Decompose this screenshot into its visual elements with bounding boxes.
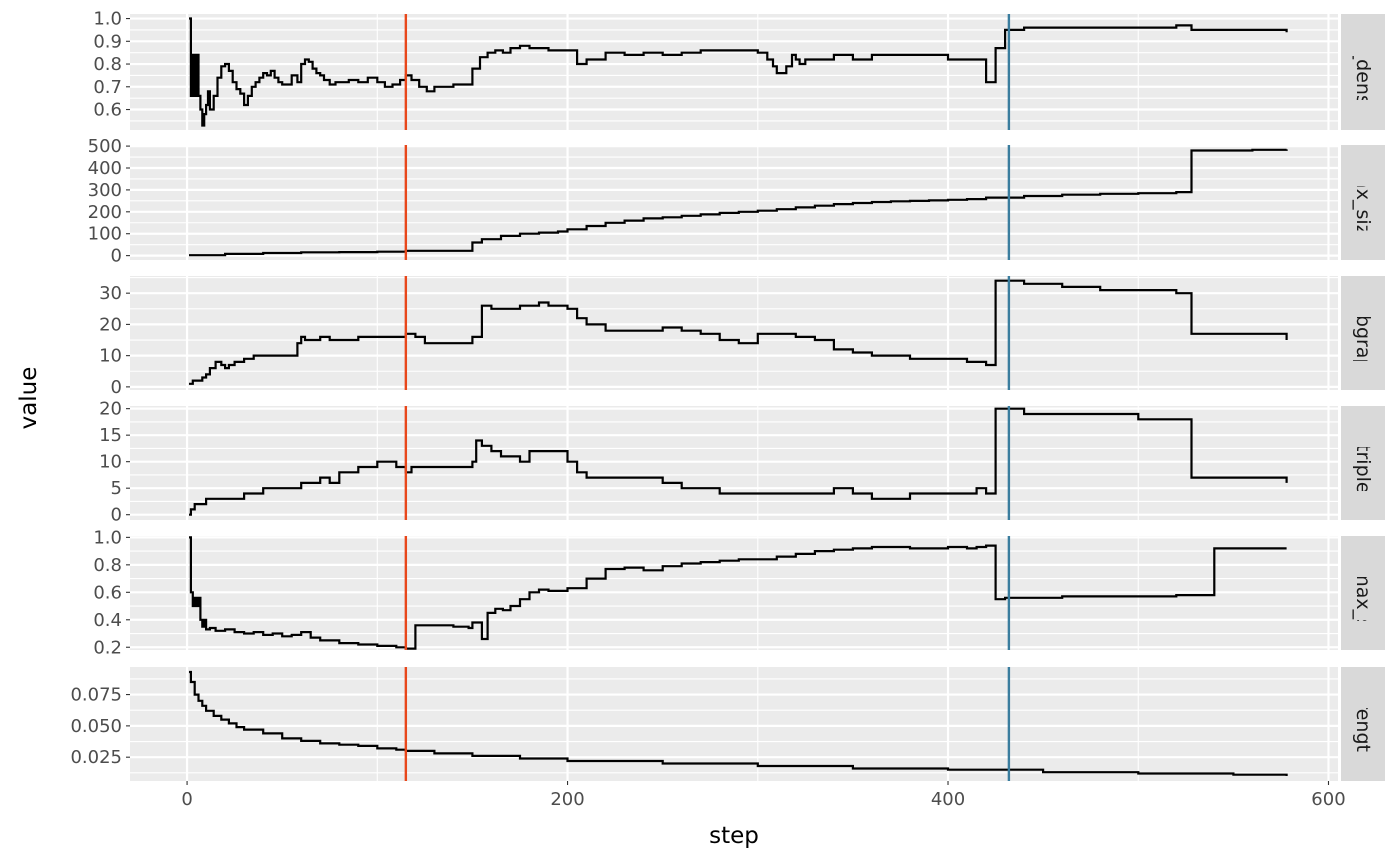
facet-strip-label: vg_densit: [1352, 26, 1374, 117]
series-line-rel-max-size: [189, 536, 1287, 650]
facet-strip: [1341, 406, 1385, 520]
panel-background: [130, 145, 1338, 260]
y-tick-label: 100: [88, 224, 122, 245]
y-tick-label: 0.6: [93, 582, 122, 603]
facet-strip-label: n_triples: [1352, 422, 1374, 503]
y-tick-label: 0.075: [70, 685, 122, 706]
panel-background: [130, 667, 1338, 781]
series-line-n-subgraphs: [189, 279, 1288, 385]
facet-panel-n-triples: 0 5 10 15 20 n_triples: [99, 399, 1385, 526]
y-tick-label: 0: [111, 377, 122, 398]
y-tick-label: 0.9: [93, 31, 122, 52]
y-tick-label: 500: [88, 136, 122, 157]
y-tick-label: 300: [88, 180, 122, 201]
x-tick-label: 600: [1311, 789, 1345, 810]
y-tick-label: 0: [111, 505, 122, 526]
facet-panel-rel-max-size: 0.2 0.4 0.6 0.8 1.0 el_max_siz: [93, 527, 1385, 658]
series-line-n-triples: [189, 407, 1288, 516]
y-tick-label: 0.050: [70, 716, 122, 737]
facet-strip: [1341, 276, 1385, 390]
facet-strip-label: strength: [1352, 684, 1374, 764]
x-tick-label: 0: [181, 789, 192, 810]
facet-strip-label: max_size: [1352, 159, 1374, 247]
y-tick-label: 15: [99, 425, 122, 446]
y-tick-label: 0: [111, 246, 122, 267]
y-tick-label: 0.025: [70, 747, 122, 768]
facet-strip-label: el_max_siz: [1352, 542, 1374, 645]
panel-background: [130, 406, 1338, 520]
x-tick-label: 400: [931, 789, 965, 810]
y-tick-label: 10: [99, 452, 122, 473]
y-tick-label: 1.0: [93, 527, 122, 548]
facet-panel-n-subgraphs: 0 10 20 30 _subgraph: [99, 276, 1385, 398]
y-tick-label: 0.8: [93, 54, 122, 75]
y-tick-label: 0.6: [93, 100, 122, 121]
x-tick-label: 200: [550, 789, 584, 810]
y-tick-label: 20: [99, 399, 122, 420]
x-axis-title: step: [709, 823, 759, 849]
y-axis-title: value: [16, 367, 42, 430]
y-tick-label: 200: [88, 202, 122, 223]
y-tick-label: 0.8: [93, 555, 122, 576]
y-tick-label: 400: [88, 158, 122, 179]
y-tick-label: 0.2: [93, 637, 122, 658]
series-line-max-size: [189, 148, 1288, 257]
y-tick-label: 5: [111, 478, 122, 499]
facet-panel-avg-density: 0.60.70.80.91.0 vg_densit: [93, 9, 1385, 130]
facet-strip: [1341, 536, 1385, 650]
facet-panel-strength: 0.025 0.050 0.075 strength: [70, 667, 1385, 781]
facet-strip: [1341, 145, 1385, 260]
y-tick-label: 30: [99, 283, 122, 304]
series-line-avg-density: [189, 17, 1288, 127]
facet-strip-label: _subgraph: [1352, 282, 1374, 382]
series-line-strength: [189, 670, 1288, 776]
y-tick-label: 0.7: [93, 77, 122, 98]
y-tick-label: 10: [99, 346, 122, 367]
y-tick-label: 20: [99, 314, 122, 335]
facet-strip: [1341, 667, 1385, 781]
facet-strip: [1341, 14, 1385, 130]
y-tick-label: 1.0: [93, 9, 122, 30]
panel-background: [130, 14, 1338, 130]
y-tick-label: 0.4: [93, 610, 122, 631]
